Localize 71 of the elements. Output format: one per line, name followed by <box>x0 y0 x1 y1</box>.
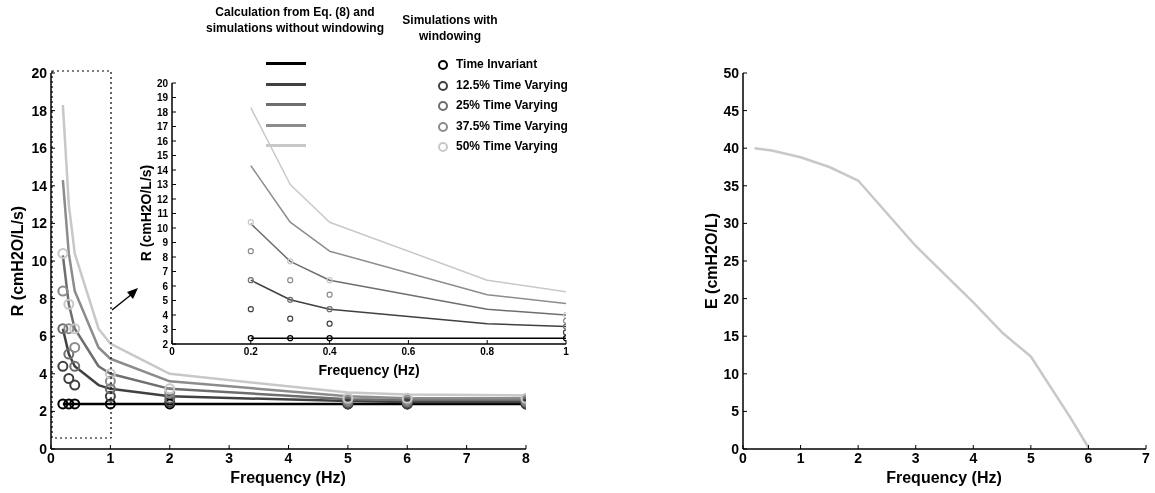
y-tick-label: 8 <box>162 251 169 263</box>
x-tick-label: 1 <box>106 449 115 466</box>
y-tick-label: 35 <box>723 177 740 194</box>
x-tick-label: 3 <box>225 449 234 466</box>
x-tick-label: 0.6 <box>401 346 416 358</box>
y-tick-label: 15 <box>156 150 169 162</box>
y-tick-label: 12 <box>31 215 48 232</box>
y-tick-label: 5 <box>162 295 169 307</box>
x-tick-label: 1 <box>796 449 805 466</box>
y-tick-label: 5 <box>731 403 740 420</box>
y-tick-label: 17 <box>156 121 169 133</box>
x-axis-title: Frequency (Hz) <box>318 361 420 379</box>
y-tick-label: 14 <box>156 164 169 176</box>
x-tick-label: 0.2 <box>243 346 259 358</box>
x-tick-label: 6 <box>403 449 412 466</box>
y-tick-label: 14 <box>31 177 48 194</box>
x-tick-label: 1 <box>563 346 570 358</box>
y-tick-label: 40 <box>723 140 740 157</box>
legend-label: 25% Time Varying <box>456 97 558 113</box>
y-tick-label: 45 <box>723 102 740 119</box>
x-tick-label: 4 <box>284 449 293 466</box>
x-tick-label: 3 <box>911 449 920 466</box>
y-tick-label: 50 <box>723 64 740 81</box>
x-tick-label: 4 <box>969 449 978 466</box>
y-tick-label: 20 <box>31 64 48 81</box>
x-axis-title: Frequency (Hz) <box>886 468 1002 488</box>
x-tick-label: 5 <box>343 449 352 466</box>
y-tick-label: 10 <box>31 252 48 269</box>
y-tick-label: 15 <box>723 328 740 345</box>
x-tick-label: 7 <box>1142 449 1151 466</box>
y-tick-label: 10 <box>156 222 169 234</box>
y-tick-label: 20 <box>723 290 740 307</box>
y-tick-label: 16 <box>156 135 169 147</box>
y-tick-label: 18 <box>31 102 48 119</box>
y-tick-label: 4 <box>39 365 48 382</box>
legend-title: Simulations with windowing <box>401 12 499 44</box>
y-tick-label: 19 <box>156 92 169 104</box>
y-tick-label: 12 <box>156 193 169 205</box>
x-tick-label: 5 <box>1026 449 1035 466</box>
x-tick-label: 7 <box>462 449 471 466</box>
y-tick-label: 16 <box>31 140 48 157</box>
y-tick-label: 20 <box>156 77 169 89</box>
y-tick-label: 30 <box>723 215 740 232</box>
y-tick-label: 2 <box>39 403 48 420</box>
y-tick-label: 2 <box>162 338 169 350</box>
y-tick-label: 3 <box>162 324 169 336</box>
y-tick-label: 6 <box>39 328 48 345</box>
y-tick-label: 4 <box>162 309 169 321</box>
y-axis-title: R (cmH2O/L/s) <box>137 164 155 262</box>
y-tick-label: 13 <box>156 179 169 191</box>
legend-label: Time Invariant <box>456 56 538 72</box>
x-tick-label: 6 <box>1084 449 1093 466</box>
y-tick-label: 10 <box>723 365 740 382</box>
y-tick-label: 18 <box>156 106 169 118</box>
y-tick-label: 9 <box>162 237 169 249</box>
y-tick-label: 25 <box>723 252 740 269</box>
legend-label: 50% Time Varying <box>456 138 558 154</box>
y-tick-label: 6 <box>162 280 169 292</box>
y-tick-label: 11 <box>157 208 169 220</box>
y-axis-title: E (cmH2O/L) <box>702 212 721 310</box>
x-axis-title: Frequency (Hz) <box>230 468 346 488</box>
x-tick-label: 0.4 <box>322 346 337 358</box>
y-tick-label: 8 <box>39 290 48 307</box>
y-axis-title: R (cmH2O/L/s) <box>8 205 27 317</box>
x-tick-label: 2 <box>854 449 863 466</box>
legend-label: 12.5% Time Varying <box>456 76 568 93</box>
x-tick-label: 8 <box>522 449 531 466</box>
x-tick-label: 0.8 <box>480 346 495 358</box>
legend-label: 37.5% Time Varying <box>456 117 568 134</box>
text: Calculation from Eq. (8) and simulations without windowing <box>205 4 385 36</box>
y-tick-label: 7 <box>162 266 169 278</box>
